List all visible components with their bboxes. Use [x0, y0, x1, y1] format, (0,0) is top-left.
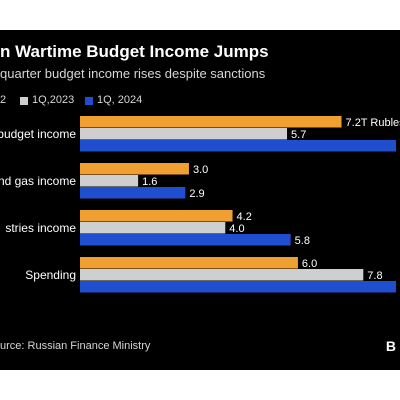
bar-nd-gas-income-1q-2024	[80, 187, 186, 199]
bar-stries-income-2	[80, 210, 233, 222]
data-label-stries-income-1q-2024: 5.8	[295, 235, 310, 247]
legend-swatch-1q-2023	[20, 97, 28, 105]
data-label-spending-2: 6.0	[302, 258, 317, 270]
legend-swatch-1q-2024	[85, 97, 93, 105]
data-label-spending-1q-2023: 7.8	[367, 270, 382, 282]
data-label-budget-income-2: 7.2T Rubles	[346, 117, 400, 129]
bloomberg-logo: B	[385, 338, 396, 354]
bar-nd-gas-income-2	[80, 163, 189, 175]
category-label-stries-income: stries income	[5, 221, 76, 235]
legend-label-1q-2024: 1Q, 2024	[97, 94, 143, 106]
category-label-spending: Spending	[25, 268, 76, 282]
data-label-nd-gas-income-1q-2024: 2.9	[189, 188, 204, 200]
chart-subtitle: quarter budget income rises despite sanc…	[0, 66, 266, 81]
data-label-stries-income-2: 4.2	[237, 211, 252, 223]
data-label-stries-income-1q-2023: 4.0	[229, 223, 244, 235]
bar-nd-gas-income-1q-2023	[80, 175, 139, 187]
source-note: urce: Russian Finance Ministry	[0, 340, 151, 352]
bar-spending-2	[80, 257, 298, 269]
chart-title: n Wartime Budget Income Jumps	[0, 42, 269, 61]
bar-spending-1q-2023	[80, 269, 364, 281]
data-label-budget-income-1q-2023: 5.7	[291, 129, 306, 141]
bar-budget-income-1q-2023	[80, 128, 288, 140]
bar-stries-income-1q-2024	[80, 234, 291, 246]
category-label-budget-income: budget income	[0, 127, 76, 141]
chart-panel	[0, 30, 400, 370]
data-label-nd-gas-income-2: 3.0	[193, 164, 208, 176]
bar-stries-income-1q-2023	[80, 222, 226, 234]
bar-budget-income-1q-2024	[80, 140, 396, 152]
legend-label-1q-2023: 1Q,2023	[32, 94, 75, 106]
bar-budget-income-2	[80, 116, 342, 128]
bar-spending-1q-2024	[80, 281, 396, 293]
legend-label-2: 2	[0, 94, 7, 106]
category-label-nd-gas-income: nd gas income	[0, 174, 76, 188]
data-label-nd-gas-income-1q-2023: 1.6	[142, 176, 157, 188]
